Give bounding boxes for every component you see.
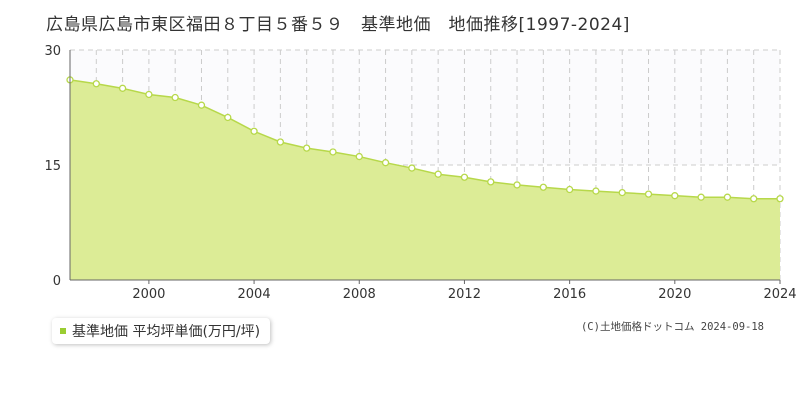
data-point [592,187,600,195]
data-point [644,190,653,198]
data-point [276,138,285,146]
data-point [250,127,258,135]
data-point [118,84,127,92]
data-point [618,188,626,197]
y-tick-label: 30 [44,44,61,59]
chart-title: 広島県広島市東区福田８丁目５番５９ 基準地価 地価推移[1997-2024] [46,15,630,35]
x-tick-label: 2020 [658,287,691,302]
series-area [70,79,780,281]
y-tick-label: 15 [44,159,61,174]
land-price-chart: 0 15 30 2000 2004 2008 2012 2016 2020 2024 [44,44,796,302]
copyright-text: (C)土地価格ドットコム 2024-09-18 [580,321,764,333]
data-point [329,148,337,156]
chart-legend: 基準地価 平均坪単価(万円/坪) [52,318,271,344]
data-point [145,90,153,99]
data-point [750,195,758,203]
data-point [513,181,521,189]
x-tick-label: 2024 [763,287,796,302]
data-point [460,173,469,181]
data-point [408,164,416,172]
x-tick-label: 2000 [132,287,165,302]
x-tick-label: 2012 [448,287,481,302]
data-point [539,183,547,191]
data-point [381,159,390,167]
legend-label: 基準地価 平均坪単価(万円/坪) [72,324,261,340]
data-point [303,144,311,152]
data-point [197,101,206,109]
data-point [697,193,705,201]
x-tick-label: 2008 [343,287,376,302]
data-point [92,80,100,88]
data-point [434,170,442,178]
data-point [487,178,495,186]
data-point [224,113,232,122]
data-point [776,195,784,203]
series-line [69,79,780,200]
data-point [171,93,179,102]
x-tick-label: 2004 [238,287,271,302]
x-tick-label: 2016 [553,287,586,302]
legend-swatch [60,328,66,334]
data-point [723,193,732,201]
y-tick-label: 0 [53,274,61,289]
data-point [565,185,574,194]
data-point [355,152,363,161]
data-point [671,192,679,200]
